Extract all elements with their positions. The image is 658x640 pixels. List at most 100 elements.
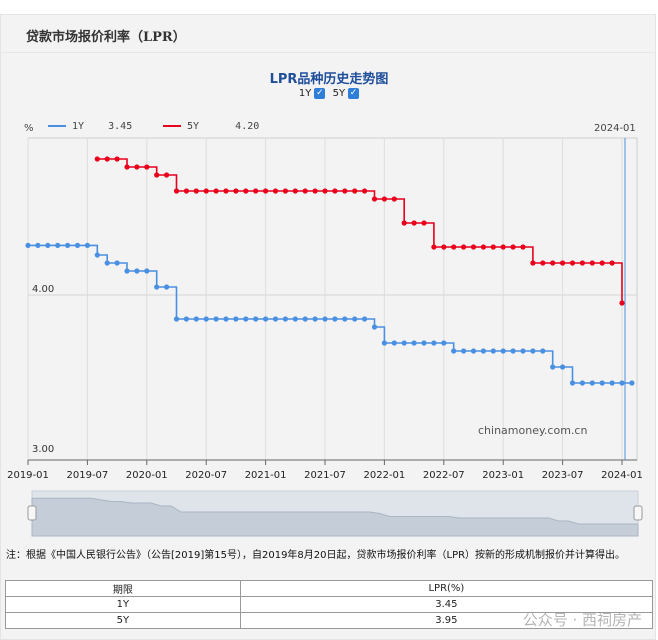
- data-point-1y[interactable]: [292, 316, 298, 322]
- navigator-left-handle[interactable]: [27, 505, 37, 521]
- data-point-5y[interactable]: [371, 196, 378, 202]
- data-point-1y[interactable]: [25, 242, 31, 248]
- data-point-1y[interactable]: [114, 260, 120, 266]
- data-point-5y[interactable]: [421, 220, 427, 226]
- data-point-5y[interactable]: [223, 188, 229, 194]
- data-point-1y[interactable]: [322, 316, 328, 322]
- data-point-1y[interactable]: [173, 316, 180, 322]
- data-point-1y[interactable]: [609, 380, 615, 386]
- data-point-5y[interactable]: [193, 188, 199, 194]
- navigator-right-handle[interactable]: [633, 505, 643, 521]
- data-point-5y[interactable]: [589, 260, 595, 266]
- data-point-5y[interactable]: [362, 188, 368, 194]
- data-point-5y[interactable]: [560, 260, 566, 266]
- data-point-5y[interactable]: [530, 260, 536, 266]
- data-point-1y[interactable]: [619, 380, 625, 386]
- data-point-1y[interactable]: [233, 316, 239, 322]
- data-point-1y[interactable]: [272, 316, 279, 322]
- data-point-1y[interactable]: [104, 260, 110, 266]
- toggle-1y[interactable]: 1Y ✓: [299, 88, 326, 99]
- data-point-5y[interactable]: [94, 156, 100, 162]
- data-point-5y[interactable]: [253, 188, 259, 194]
- data-point-1y[interactable]: [520, 348, 526, 354]
- data-point-1y[interactable]: [381, 340, 387, 346]
- data-point-5y[interactable]: [332, 188, 338, 194]
- data-point-5y[interactable]: [233, 188, 239, 194]
- data-point-5y[interactable]: [154, 172, 160, 178]
- data-point-5y[interactable]: [144, 164, 150, 170]
- data-point-1y[interactable]: [451, 348, 457, 354]
- data-point-5y[interactable]: [173, 188, 180, 194]
- data-point-5y[interactable]: [490, 244, 496, 250]
- data-point-1y[interactable]: [550, 364, 556, 370]
- data-point-1y[interactable]: [560, 364, 566, 370]
- data-point-1y[interactable]: [282, 316, 288, 322]
- data-point-1y[interactable]: [55, 242, 61, 248]
- data-point-1y[interactable]: [362, 316, 368, 322]
- data-point-5y[interactable]: [550, 260, 556, 266]
- data-point-1y[interactable]: [589, 380, 595, 386]
- data-point-1y[interactable]: [510, 348, 516, 354]
- data-point-5y[interactable]: [470, 244, 477, 250]
- data-point-1y[interactable]: [569, 380, 576, 386]
- data-point-1y[interactable]: [94, 252, 100, 258]
- data-point-1y[interactable]: [65, 242, 71, 248]
- data-point-1y[interactable]: [461, 348, 467, 354]
- data-point-1y[interactable]: [480, 348, 486, 354]
- data-point-5y[interactable]: [342, 188, 348, 194]
- data-point-1y[interactable]: [352, 316, 358, 322]
- data-point-5y[interactable]: [411, 220, 417, 226]
- data-point-1y[interactable]: [599, 380, 605, 386]
- data-point-1y[interactable]: [411, 340, 417, 346]
- data-point-5y[interactable]: [134, 164, 140, 170]
- data-point-5y[interactable]: [461, 244, 467, 250]
- data-point-5y[interactable]: [203, 188, 209, 194]
- data-point-1y[interactable]: [312, 316, 318, 322]
- data-point-5y[interactable]: [183, 188, 189, 194]
- data-point-1y[interactable]: [45, 242, 51, 248]
- data-point-5y[interactable]: [480, 244, 486, 250]
- data-point-1y[interactable]: [441, 340, 447, 346]
- data-point-1y[interactable]: [154, 284, 160, 290]
- data-point-1y[interactable]: [213, 316, 219, 322]
- data-point-5y[interactable]: [510, 244, 516, 250]
- data-point-1y[interactable]: [183, 316, 189, 322]
- data-point-5y[interactable]: [292, 188, 298, 194]
- data-point-5y[interactable]: [540, 260, 546, 266]
- data-point-1y[interactable]: [223, 316, 229, 322]
- data-point-1y[interactable]: [243, 316, 249, 322]
- data-point-5y[interactable]: [391, 196, 397, 202]
- data-point-5y[interactable]: [441, 244, 447, 250]
- data-point-5y[interactable]: [352, 188, 358, 194]
- data-point-5y[interactable]: [599, 260, 605, 266]
- data-point-1y[interactable]: [579, 380, 586, 386]
- data-point-1y[interactable]: [134, 268, 140, 274]
- data-point-5y[interactable]: [500, 244, 506, 250]
- data-point-1y[interactable]: [302, 316, 308, 322]
- data-point-1y[interactable]: [401, 340, 407, 346]
- data-point-1y[interactable]: [371, 324, 378, 330]
- data-point-5y[interactable]: [609, 260, 615, 266]
- data-point-1y[interactable]: [144, 268, 150, 274]
- data-point-5y[interactable]: [104, 156, 110, 162]
- data-point-1y[interactable]: [203, 316, 209, 322]
- data-point-1y[interactable]: [629, 380, 635, 386]
- data-point-5y[interactable]: [401, 220, 407, 226]
- data-point-1y[interactable]: [84, 242, 90, 248]
- toggle-5y[interactable]: 5Y ✓: [333, 88, 360, 99]
- data-point-5y[interactable]: [164, 172, 170, 178]
- data-point-1y[interactable]: [490, 348, 496, 354]
- data-point-5y[interactable]: [243, 188, 249, 194]
- data-point-1y[interactable]: [342, 316, 348, 322]
- data-point-1y[interactable]: [540, 348, 546, 354]
- data-point-5y[interactable]: [213, 188, 219, 194]
- data-point-1y[interactable]: [124, 268, 130, 274]
- data-point-5y[interactable]: [322, 188, 328, 194]
- data-point-5y[interactable]: [312, 188, 318, 194]
- data-point-5y[interactable]: [569, 260, 576, 266]
- data-point-1y[interactable]: [35, 242, 41, 248]
- data-point-1y[interactable]: [193, 316, 199, 322]
- data-point-5y[interactable]: [431, 244, 437, 250]
- data-point-5y[interactable]: [520, 244, 526, 250]
- data-point-5y[interactable]: [114, 156, 120, 162]
